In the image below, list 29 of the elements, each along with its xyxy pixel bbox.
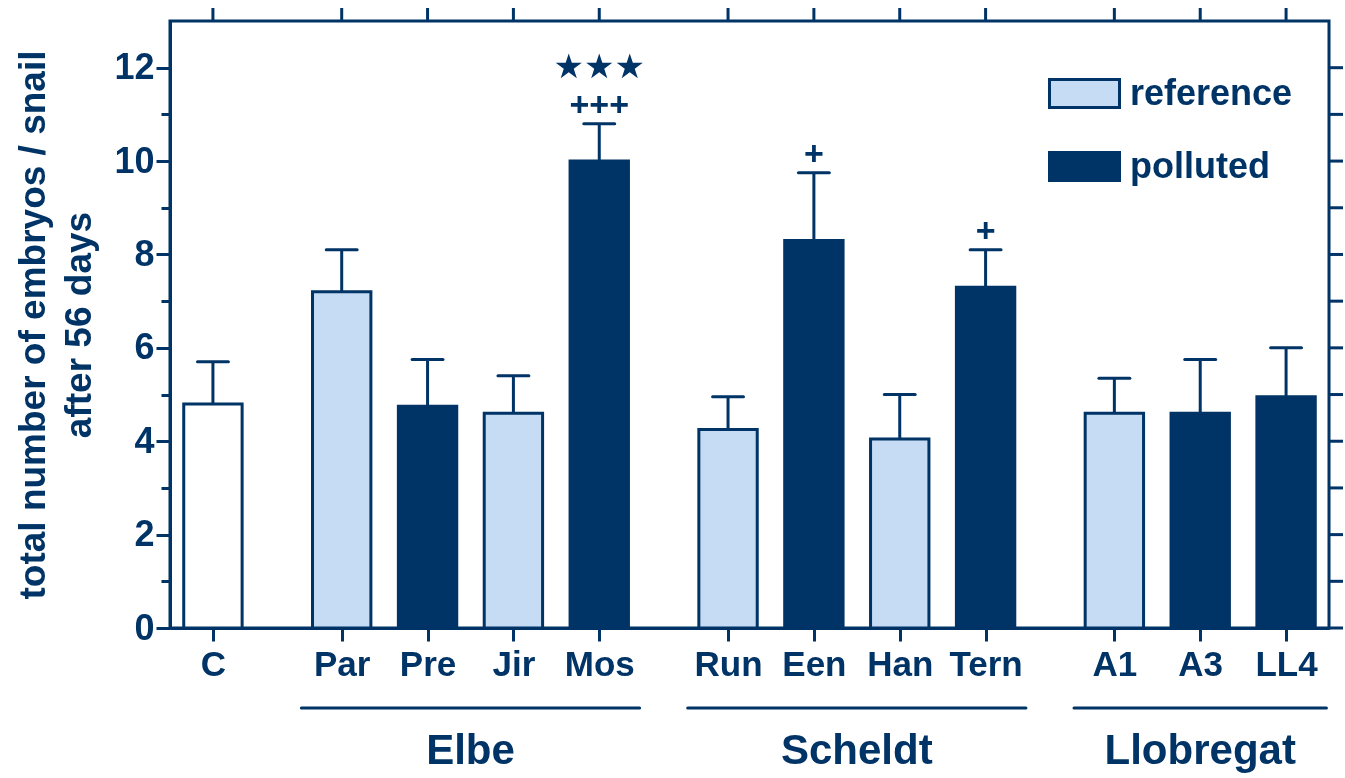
y-tick-label: 10 xyxy=(114,139,155,181)
y-tick-label: 2 xyxy=(134,513,155,555)
x-tick-label: Han xyxy=(867,643,934,683)
x-tick-label: Jir xyxy=(492,643,536,683)
y-tick-label: 0 xyxy=(134,606,155,648)
x-tick-label: Par xyxy=(313,643,371,683)
y-tick-label: 8 xyxy=(134,232,155,274)
text: Scheldt xyxy=(780,726,933,773)
annotation: + xyxy=(975,210,996,249)
x-tick-label: C xyxy=(200,643,227,683)
x-tick-label: A1 xyxy=(1092,643,1138,683)
x-tick-label: Pre xyxy=(399,643,457,683)
annotation: + xyxy=(803,133,824,172)
x-tick-label: Run xyxy=(694,643,763,683)
legend-label: polluted xyxy=(1130,144,1270,186)
text: Llobregat xyxy=(1104,726,1296,773)
y-tick-label: 4 xyxy=(134,419,155,461)
annotation: ★★★ xyxy=(553,46,645,85)
x-tick-label: Tern xyxy=(949,643,1023,683)
y-tick-label: 12 xyxy=(114,46,155,88)
y-axis-title: total number of embryos / snail after 56 days xyxy=(11,50,99,600)
x-tick-label: Een xyxy=(782,643,847,683)
x-tick-label: A3 xyxy=(1178,643,1224,683)
x-tick-label: Mos xyxy=(564,643,635,683)
annotation: +++ xyxy=(569,84,630,123)
text: Elbe xyxy=(426,726,515,773)
legend-label: reference xyxy=(1130,71,1293,113)
y-tick-label: 6 xyxy=(134,326,155,368)
x-tick-label: LL4 xyxy=(1255,643,1319,683)
